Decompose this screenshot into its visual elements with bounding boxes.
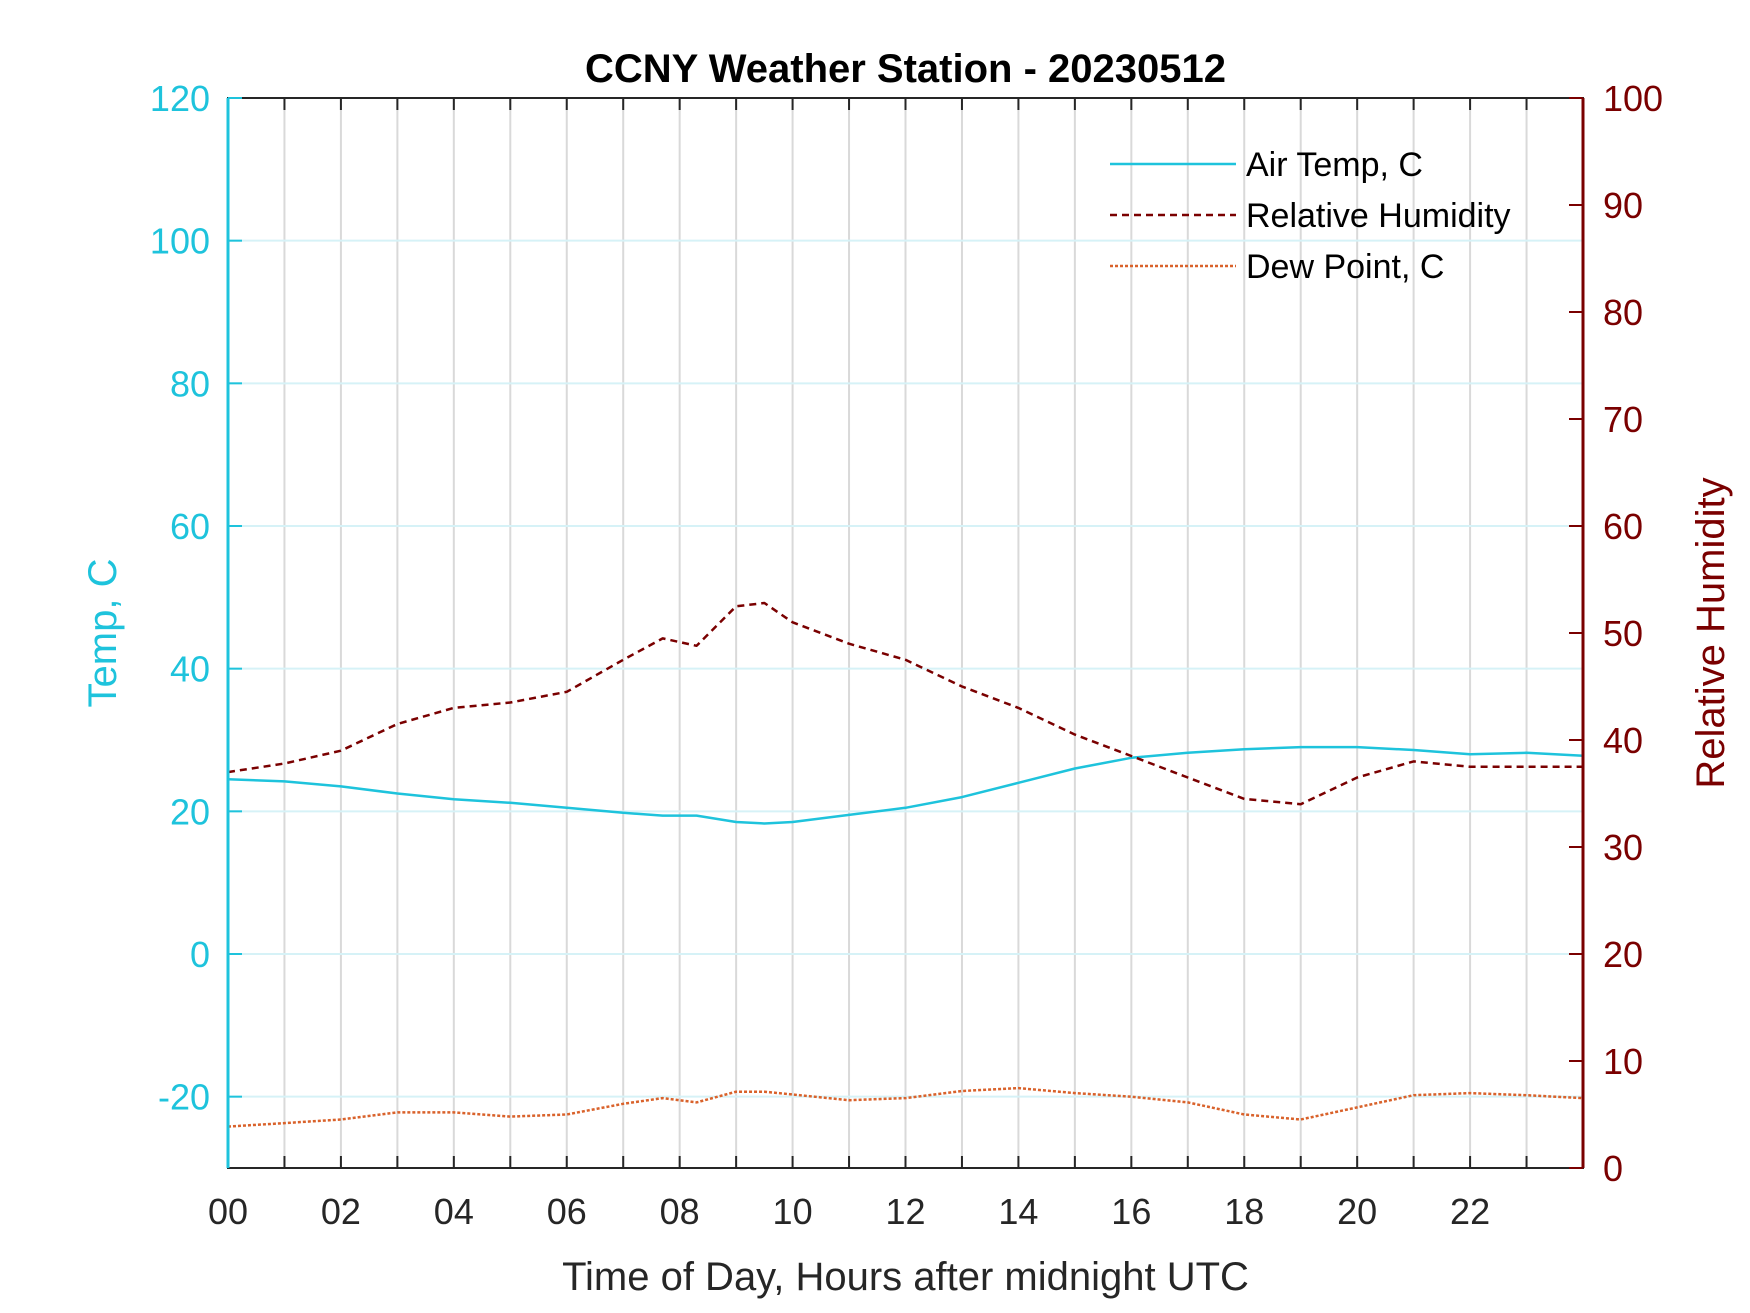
y-left-tick-label: 40 (170, 649, 210, 690)
y-left-tick-label: 0 (190, 934, 210, 975)
y-right-tick-label: 100 (1603, 78, 1663, 119)
x-tick-label: 04 (434, 1191, 474, 1232)
x-tick-label: 00 (208, 1191, 248, 1232)
y-right-tick-label: 30 (1603, 827, 1643, 868)
series-dew-point (227, 1086, 1584, 1128)
y-right-tick-label: 50 (1603, 613, 1643, 654)
y-left-tick-label: 120 (150, 78, 210, 119)
x-tick-label: 16 (1111, 1191, 1151, 1232)
grid (228, 97, 1583, 1168)
y-right-tick-label: 60 (1603, 506, 1643, 547)
y-left-tick-label: 80 (170, 363, 210, 404)
legend-entry: Dew Point, C (1246, 248, 1444, 286)
axes (226, 97, 1585, 1169)
x-axis-label: Time of Day, Hours after midnight UTC (562, 1255, 1249, 1299)
legend: Air Temp, C Relative Humidity Dew Point, C (1110, 146, 1511, 286)
x-tick-label: 10 (773, 1191, 813, 1232)
series-relative-humidity (227, 601, 1583, 806)
y-right-tick-label: 20 (1603, 934, 1643, 975)
legend-entry: Relative Humidity (1246, 197, 1511, 235)
legend-entry: Air Temp, C (1246, 146, 1423, 184)
y-right-tick-label: 80 (1603, 292, 1643, 333)
x-tick-label: 02 (321, 1191, 361, 1232)
x-tick-label: 18 (1224, 1191, 1264, 1232)
y-right-tick-label: 10 (1603, 1041, 1643, 1082)
x-tick-label: 12 (885, 1191, 925, 1232)
y-left-tick-label: 100 (150, 221, 210, 262)
x-tick-label: 06 (547, 1191, 587, 1232)
x-tick-label: 20 (1337, 1191, 1377, 1232)
y-axis-label-right: Relative Humidity (1689, 477, 1733, 788)
y-axis-label-left: Temp, C (81, 559, 125, 708)
series-air-temp (227, 745, 1584, 825)
y-right-tick-label: 90 (1603, 185, 1643, 226)
y-right-tick-label: 0 (1603, 1148, 1623, 1189)
x-tick-label: 14 (998, 1191, 1038, 1232)
x-tick-label: 22 (1450, 1191, 1490, 1232)
y-left-tick-label: -20 (158, 1077, 210, 1118)
y-right-tick-label: 70 (1603, 399, 1643, 440)
y-right-tick-label: 40 (1603, 720, 1643, 761)
x-tick-label: 08 (660, 1191, 700, 1232)
tick-labels: 00 02 04 06 08 10 12 14 16 18 20 22-200204060801001… (150, 78, 1663, 1232)
chart-title: CCNY Weather Station - 20230512 (585, 47, 1226, 91)
series-lines (227, 601, 1584, 1128)
y-left-tick-label: 60 (170, 506, 210, 547)
y-left-tick-label: 20 (170, 791, 210, 832)
